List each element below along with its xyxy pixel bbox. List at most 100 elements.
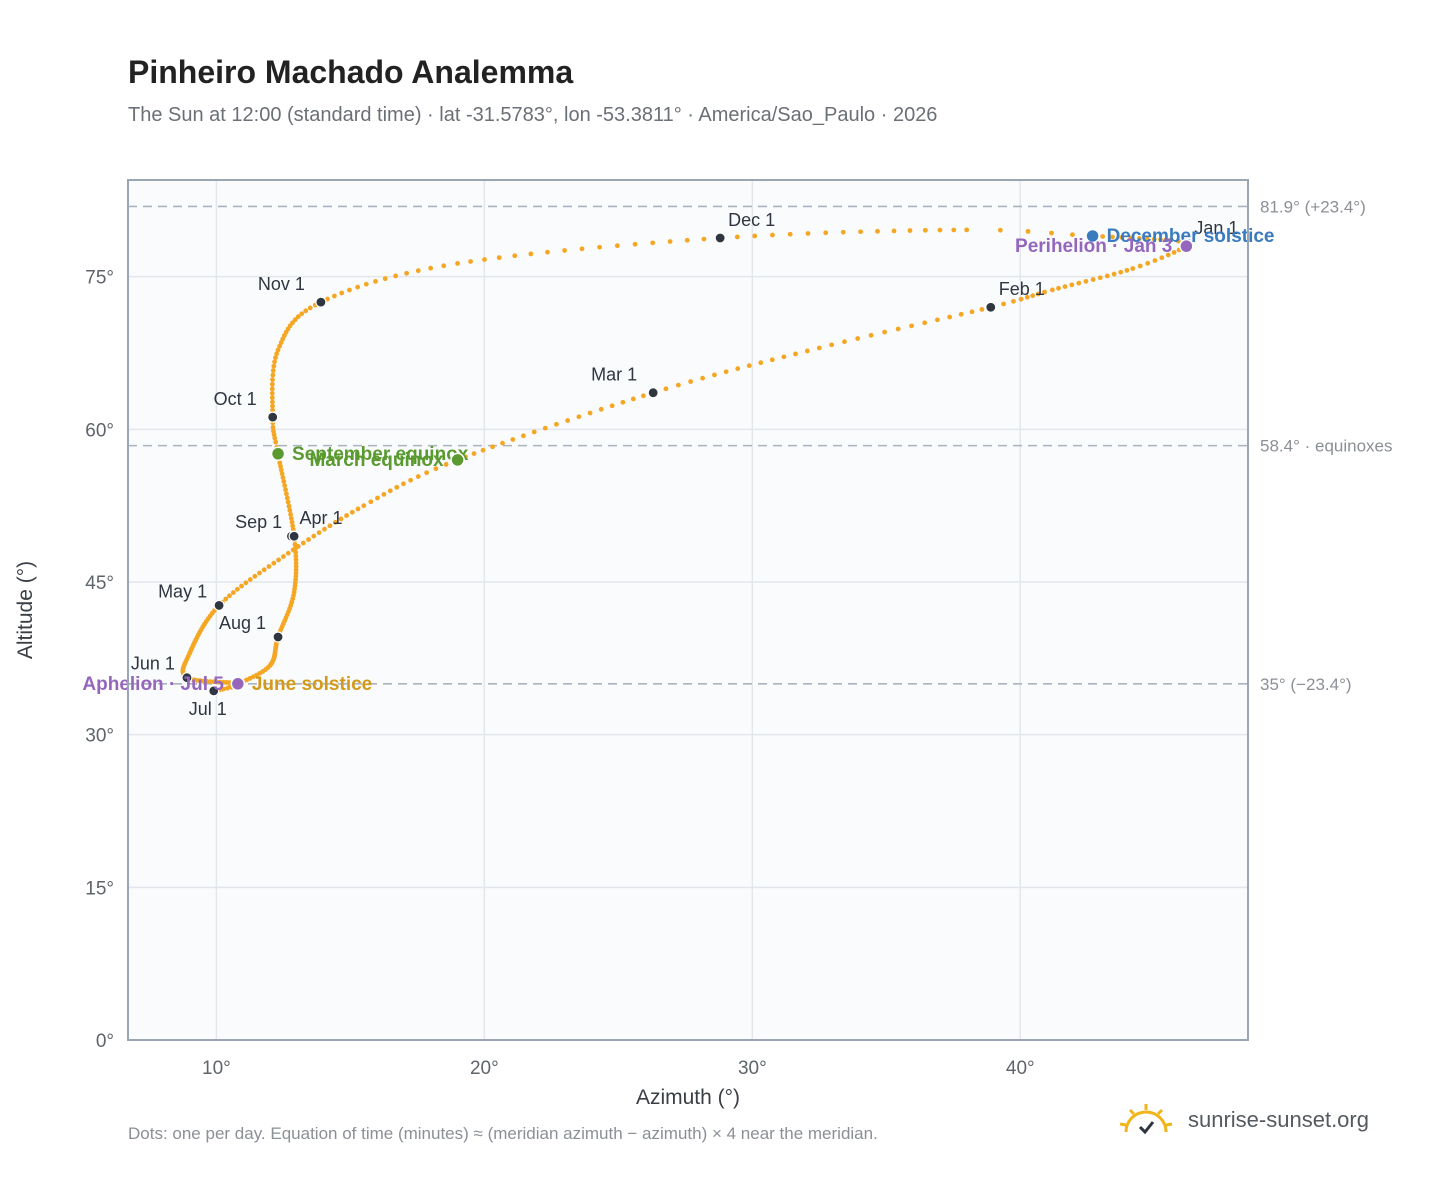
daily-dot [500, 440, 505, 446]
daily-dot [333, 519, 338, 525]
daily-dot [373, 278, 378, 284]
daily-dot [271, 428, 276, 434]
daily-dot [1050, 287, 1055, 293]
daily-dot [512, 253, 518, 259]
daily-dot [443, 462, 449, 467]
daily-dot [1144, 236, 1150, 242]
daily-dot [273, 355, 278, 361]
daily-dot [770, 232, 775, 238]
daily-dot [287, 507, 293, 513]
daily-dot [1104, 273, 1110, 279]
daily-dot [937, 227, 943, 233]
daily-dot [270, 377, 275, 383]
daily-dot [663, 386, 669, 392]
daily-dot [969, 309, 975, 315]
month-marker [181, 672, 193, 684]
daily-dot [252, 573, 258, 579]
daily-dot [997, 227, 1003, 233]
daily-dot [587, 410, 593, 416]
daily-dot [227, 593, 232, 599]
daily-dot [393, 273, 399, 279]
daily-dot [1130, 266, 1136, 271]
daily-dot [368, 499, 374, 505]
daily-dot [355, 284, 361, 290]
daily-dot [542, 425, 548, 431]
daily-dot [293, 564, 299, 569]
daily-dot [958, 311, 964, 317]
daily-dot [415, 268, 421, 274]
daily-dot [1097, 275, 1103, 281]
daily-dot [1030, 293, 1036, 299]
daily-dot [907, 228, 913, 233]
daily-dot [325, 296, 330, 302]
daily-dot [404, 270, 410, 276]
x-tick-label: 20° [470, 1058, 499, 1079]
daily-dot [482, 257, 487, 262]
daily-dot [922, 227, 928, 233]
daily-dot [1025, 228, 1031, 234]
month-marker [267, 411, 279, 423]
daily-dot [597, 244, 603, 250]
daily-dot [382, 276, 388, 282]
daily-dot [387, 488, 393, 494]
brand-name[interactable]: sunrise-sunset.org [1188, 1107, 1369, 1132]
daily-dot [270, 372, 276, 378]
daily-dot [272, 359, 277, 365]
daily-dot [1035, 291, 1041, 297]
daily-dot [1171, 249, 1177, 255]
daily-dot [293, 560, 299, 566]
daily-dot [1167, 237, 1173, 243]
event-label: Perihelion · Jan 3 [1015, 236, 1172, 257]
month-markers: Jan 1 Feb 1 Mar 1 Apr 1 May 1 Jun 1 Jul 1 Aug 1… [131, 210, 1239, 719]
daily-dot [468, 259, 473, 264]
daily-dot [805, 231, 811, 236]
daily-dot [293, 567, 299, 573]
daily-dot [408, 477, 413, 483]
daily-dot [285, 499, 291, 505]
daily-dot [951, 227, 957, 233]
daily-dot [1110, 234, 1115, 240]
plot-frame [127, 179, 1249, 1041]
sun-logo-icon [1119, 1104, 1173, 1135]
daily-dot [261, 567, 267, 573]
daily-dot [480, 447, 486, 453]
daily-dot [361, 503, 367, 509]
event-label: March equinox [309, 450, 444, 471]
daily-dot [667, 239, 673, 244]
event-label: December solstice [1107, 226, 1275, 247]
daily-dot [306, 537, 311, 542]
daily-dot [868, 332, 874, 338]
event-marker [1179, 238, 1194, 254]
y-tick-label: 45° [85, 573, 114, 594]
daily-dot [964, 227, 970, 233]
daily-dot [1119, 235, 1125, 240]
daily-dot [565, 418, 571, 423]
month-label: Jul 1 [189, 699, 227, 719]
daily-dot [270, 368, 276, 373]
month-marker [213, 599, 225, 612]
daily-dot [290, 523, 296, 529]
event-label: June solstice [252, 674, 372, 695]
month-marker [208, 685, 220, 697]
daily-dot [401, 481, 406, 487]
daily-dot [979, 306, 985, 312]
daily-dot [327, 523, 333, 529]
daily-dot [528, 251, 534, 257]
y-tick-label: 60° [85, 420, 114, 441]
daily-dot [1145, 260, 1151, 266]
daily-dot [630, 396, 636, 402]
x-tick-label: 30° [738, 1058, 767, 1079]
y-tick-label: 15° [85, 878, 114, 899]
daily-dot [433, 466, 439, 472]
daily-dot [1159, 255, 1165, 261]
daily-dot [787, 231, 793, 237]
y-tick-label: 30° [85, 726, 114, 747]
daily-dot [840, 229, 846, 235]
daily-dot [243, 580, 249, 586]
brand[interactable]: sunrise-sunset.org [1118, 1102, 1369, 1138]
y-tick-label: 75° [85, 268, 114, 289]
daily-dot [375, 495, 380, 501]
daily-dot [554, 421, 559, 427]
daily-dot [858, 229, 863, 235]
